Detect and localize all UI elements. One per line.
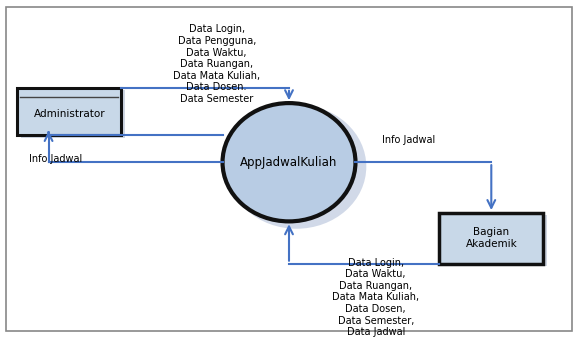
Ellipse shape bbox=[223, 103, 355, 221]
Text: Info Jadwal: Info Jadwal bbox=[382, 135, 436, 145]
Text: Data Login,
Data Waktu,
Data Ruangan,
Data Mata Kuliah,
Data Dosen,
Data Semeste: Data Login, Data Waktu, Data Ruangan, Da… bbox=[332, 258, 419, 337]
Text: Data Login,
Data Pengguna,
Data Waktu,
Data Ruangan,
Data Mata Kuliah,
Data Dose: Data Login, Data Pengguna, Data Waktu, D… bbox=[173, 24, 260, 104]
FancyBboxPatch shape bbox=[21, 90, 125, 138]
FancyBboxPatch shape bbox=[443, 215, 547, 266]
Text: Administrator: Administrator bbox=[34, 109, 105, 119]
Ellipse shape bbox=[227, 104, 366, 229]
FancyBboxPatch shape bbox=[439, 213, 543, 264]
Text: Info Jadwal: Info Jadwal bbox=[29, 154, 82, 164]
Text: Bagian
Akademik: Bagian Akademik bbox=[465, 227, 517, 249]
FancyBboxPatch shape bbox=[17, 88, 121, 135]
FancyBboxPatch shape bbox=[6, 7, 572, 331]
Text: AppJadwalKuliah: AppJadwalKuliah bbox=[240, 156, 338, 169]
